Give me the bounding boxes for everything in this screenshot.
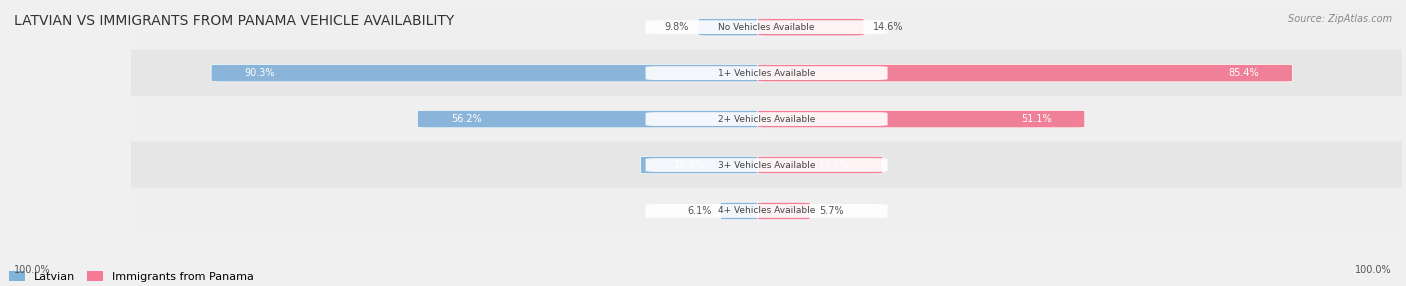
FancyBboxPatch shape <box>125 50 1406 97</box>
FancyBboxPatch shape <box>721 202 776 220</box>
Text: 9.8%: 9.8% <box>665 22 689 32</box>
FancyBboxPatch shape <box>699 18 776 36</box>
Text: 19.3%: 19.3% <box>673 160 704 170</box>
Text: 3+ Vehicles Available: 3+ Vehicles Available <box>718 160 815 170</box>
Text: 100.0%: 100.0% <box>14 265 51 275</box>
FancyBboxPatch shape <box>645 66 887 80</box>
FancyBboxPatch shape <box>645 112 887 126</box>
Text: 6.1%: 6.1% <box>688 206 711 216</box>
FancyBboxPatch shape <box>641 156 776 174</box>
FancyBboxPatch shape <box>758 64 1292 82</box>
FancyBboxPatch shape <box>758 18 863 36</box>
FancyBboxPatch shape <box>758 110 1085 128</box>
Text: No Vehicles Available: No Vehicles Available <box>718 23 815 32</box>
Text: 1+ Vehicles Available: 1+ Vehicles Available <box>718 69 815 78</box>
FancyBboxPatch shape <box>125 142 1406 188</box>
FancyBboxPatch shape <box>645 158 887 172</box>
Text: 90.3%: 90.3% <box>245 68 276 78</box>
FancyBboxPatch shape <box>645 204 887 218</box>
Text: 100.0%: 100.0% <box>1355 265 1392 275</box>
FancyBboxPatch shape <box>211 64 776 82</box>
FancyBboxPatch shape <box>125 188 1406 235</box>
FancyBboxPatch shape <box>645 20 887 34</box>
Text: 56.2%: 56.2% <box>451 114 481 124</box>
Text: LATVIAN VS IMMIGRANTS FROM PANAMA VEHICLE AVAILABILITY: LATVIAN VS IMMIGRANTS FROM PANAMA VEHICL… <box>14 14 454 28</box>
Text: 5.7%: 5.7% <box>820 206 844 216</box>
Text: 4+ Vehicles Available: 4+ Vehicles Available <box>718 206 815 215</box>
FancyBboxPatch shape <box>125 96 1406 142</box>
Text: 14.6%: 14.6% <box>873 22 904 32</box>
FancyBboxPatch shape <box>125 4 1406 51</box>
Text: 2+ Vehicles Available: 2+ Vehicles Available <box>718 115 815 124</box>
Text: Source: ZipAtlas.com: Source: ZipAtlas.com <box>1288 14 1392 24</box>
FancyBboxPatch shape <box>758 202 810 220</box>
Text: 85.4%: 85.4% <box>1229 68 1258 78</box>
Text: 51.1%: 51.1% <box>1021 114 1052 124</box>
FancyBboxPatch shape <box>758 156 883 174</box>
Legend: Latvian, Immigrants from Panama: Latvian, Immigrants from Panama <box>4 266 259 286</box>
Text: 17.7%: 17.7% <box>818 160 849 170</box>
FancyBboxPatch shape <box>418 110 776 128</box>
